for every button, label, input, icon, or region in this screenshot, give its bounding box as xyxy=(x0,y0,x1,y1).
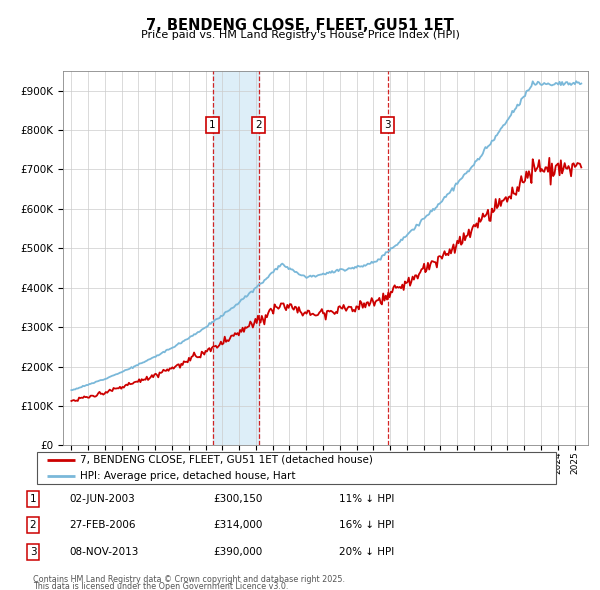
Text: 7, BENDENG CLOSE, FLEET, GU51 1ET: 7, BENDENG CLOSE, FLEET, GU51 1ET xyxy=(146,18,454,32)
Text: 3: 3 xyxy=(29,547,37,557)
Text: 11% ↓ HPI: 11% ↓ HPI xyxy=(339,494,394,504)
Text: 1: 1 xyxy=(209,120,216,130)
Text: £300,150: £300,150 xyxy=(213,494,262,504)
Text: 2: 2 xyxy=(29,520,37,530)
Text: Price paid vs. HM Land Registry's House Price Index (HPI): Price paid vs. HM Land Registry's House … xyxy=(140,30,460,40)
Bar xyxy=(212,71,259,445)
Text: £314,000: £314,000 xyxy=(213,520,262,530)
Text: 3: 3 xyxy=(384,120,391,130)
Text: This data is licensed under the Open Government Licence v3.0.: This data is licensed under the Open Gov… xyxy=(33,582,289,590)
FancyBboxPatch shape xyxy=(37,452,556,484)
Text: 16% ↓ HPI: 16% ↓ HPI xyxy=(339,520,394,530)
Text: 7, BENDENG CLOSE, FLEET, GU51 1ET (detached house): 7, BENDENG CLOSE, FLEET, GU51 1ET (detac… xyxy=(80,455,373,465)
Text: 20% ↓ HPI: 20% ↓ HPI xyxy=(339,547,394,557)
Text: Contains HM Land Registry data © Crown copyright and database right 2025.: Contains HM Land Registry data © Crown c… xyxy=(33,575,345,584)
Text: £390,000: £390,000 xyxy=(213,547,262,557)
Text: 2: 2 xyxy=(255,120,262,130)
Text: 27-FEB-2006: 27-FEB-2006 xyxy=(69,520,136,530)
Text: HPI: Average price, detached house, Hart: HPI: Average price, detached house, Hart xyxy=(80,471,296,481)
Text: 02-JUN-2003: 02-JUN-2003 xyxy=(69,494,135,504)
Text: 08-NOV-2013: 08-NOV-2013 xyxy=(69,547,139,557)
Text: 1: 1 xyxy=(29,494,37,504)
